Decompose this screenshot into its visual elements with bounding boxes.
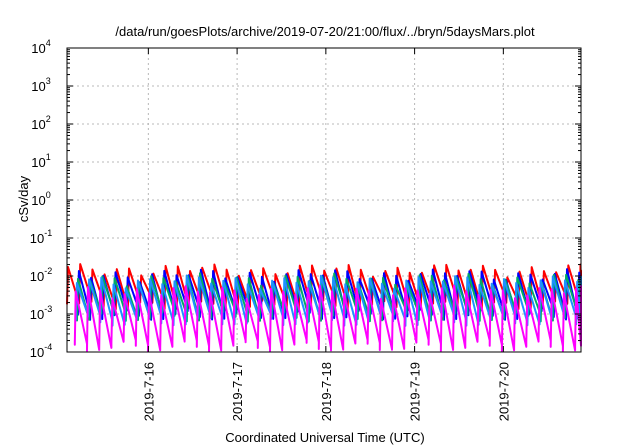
chart-title: /data/run/goesPlots/archive/2019-07-20/2… — [115, 24, 535, 39]
x-tick-label: 2019-7-16 — [141, 362, 156, 421]
x-tick-label: 2019-7-17 — [230, 362, 245, 421]
y-tick-label: 101 — [31, 152, 50, 170]
series-lines — [66, 263, 582, 353]
y-tick-label: 100 — [31, 190, 50, 208]
y-tick-label: 10-1 — [30, 228, 52, 246]
x-tick-label: 2019-7-18 — [319, 362, 334, 421]
x-axis-label: Coordinated Universal Time (UTC) — [225, 430, 424, 445]
y-tick-label: 10-3 — [30, 304, 52, 322]
y-tick-label: 102 — [31, 114, 50, 132]
y-tick-label: 103 — [31, 76, 50, 94]
y-axis-label: cSv/day — [16, 175, 31, 222]
y-tick-label: 10-2 — [30, 266, 52, 284]
plot-frame — [66, 47, 582, 353]
series-line — [73, 284, 582, 353]
y-tick-label: 104 — [31, 38, 50, 56]
y-tick-label: 10-4 — [30, 342, 52, 360]
x-tick-labels: 2019-7-16 2019-7-17 2019-7-18 2019-7-19 2019… — [141, 362, 511, 421]
x-tick-label: 2019-7-19 — [408, 362, 423, 421]
y-tick-labels: 10-4 10-3 10-2 10-1 100 101 102 103 104 — [30, 38, 52, 360]
x-tick-label: 2019-7-20 — [496, 362, 511, 421]
